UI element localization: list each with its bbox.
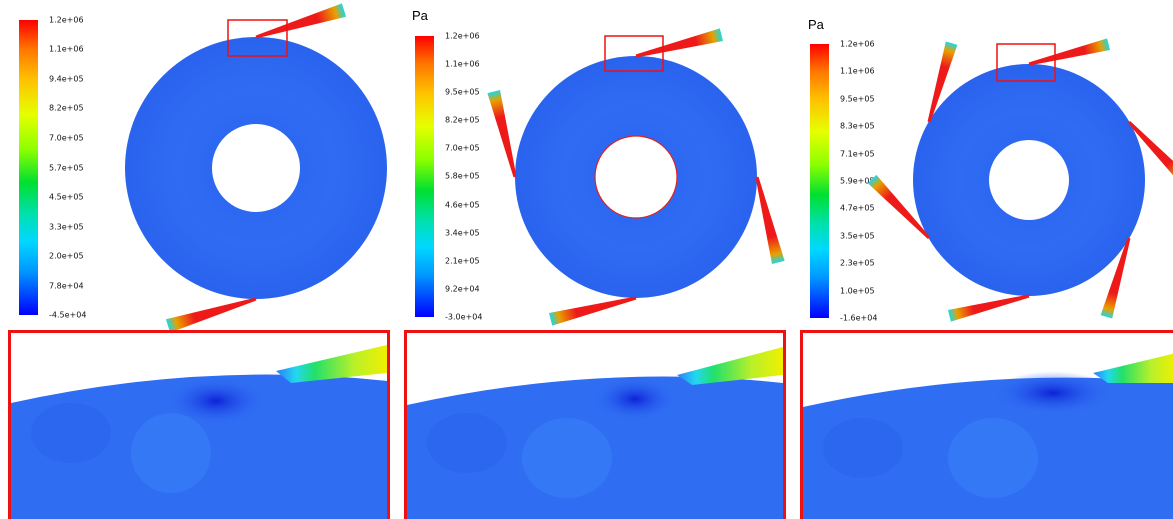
inner-hole: [989, 140, 1069, 220]
colorbar-tick: 3.5e+05: [840, 231, 875, 241]
pressure-contour-3: [867, 38, 1173, 322]
colorbar-tick: 1.1e+06: [49, 44, 84, 54]
colorbar-tick: 3.4e+05: [445, 228, 480, 238]
colorbar-tick: 8.2e+05: [445, 115, 480, 125]
zoom-contour-2: [407, 347, 783, 519]
nozzle: [255, 3, 347, 39]
nozzle: [635, 28, 723, 58]
low-pressure-zone: [166, 377, 266, 425]
panel-3: Pa 1.2e+06 1.1e+06 9.5e+05 8.3e+05 7.1e+…: [782, 0, 1173, 325]
nozzle: [165, 297, 257, 333]
nozzle-jet: [276, 345, 387, 383]
panel-2: Pa 1.2e+06 1.1e+06 9.5e+05 8.2e+05 7.0e+…: [391, 0, 785, 326]
colorbar-tick: 1.2e+06: [445, 31, 480, 41]
colorbar-tick: 3.3e+05: [49, 222, 84, 232]
nozzle: [927, 41, 958, 123]
colorbar-tick: 9.2e+04: [445, 284, 480, 294]
colorbar-tick: -1.6e+04: [840, 313, 878, 323]
highlight-box: [604, 35, 664, 72]
panel-1: 1.2e+06 1.1e+06 9.4e+05 8.2e+05 7.0e+05 …: [0, 0, 391, 333]
colorbar-tick: 2.1e+05: [445, 256, 480, 266]
colorbar-tick: -4.5e+04: [49, 310, 87, 320]
nozzle-jet: [1093, 353, 1173, 383]
zoom-inset-2: [404, 330, 786, 519]
nozzle: [1127, 120, 1173, 186]
zoom-inset-3: [800, 330, 1173, 519]
colorbar-tick: 1.1e+06: [445, 59, 480, 69]
nozzle: [1028, 38, 1111, 66]
colorbar-tick: 7.0e+05: [49, 133, 84, 143]
zoom-contour-1: [11, 345, 387, 519]
zoom-inset-1: [8, 330, 390, 519]
low-pressure-zone: [993, 371, 1113, 415]
colorbar-gradient: [19, 20, 38, 315]
zoom-contour-3: [803, 353, 1173, 519]
pressure-contour-2: [487, 28, 785, 326]
colorbar-tick: 7.1e+05: [840, 149, 875, 159]
nozzle: [755, 176, 785, 264]
colorbar-2: 1.2e+06 1.1e+06 9.5e+05 8.2e+05 7.0e+05 …: [415, 32, 495, 322]
colorbar-tick: 4.6e+05: [445, 200, 480, 210]
colorbar-tick: -3.0e+04: [445, 312, 483, 322]
nozzle: [1100, 237, 1131, 319]
colorbar-gradient: [810, 44, 829, 318]
nozzle-jet: [677, 347, 783, 385]
colorbar-1: 1.2e+06 1.1e+06 9.4e+05 8.2e+05 7.0e+05 …: [19, 16, 99, 320]
low-pressure-zone: [593, 377, 677, 421]
colorbar-tick: 1.0e+05: [840, 286, 875, 296]
highlight-box: [227, 19, 288, 57]
inner-hole: [212, 124, 300, 212]
colorbar-tick: 9.4e+05: [49, 74, 84, 84]
nozzle: [549, 296, 637, 326]
colorbar-tick: 7.8e+04: [49, 281, 84, 291]
nozzle: [487, 90, 517, 178]
colorbar-tick: 4.5e+05: [49, 192, 84, 202]
colorbar-tick: 1.2e+06: [840, 39, 875, 49]
colorbar-tick: 8.3e+05: [840, 121, 875, 131]
colorbar-gradient: [415, 36, 434, 317]
colorbar-tick: 7.0e+05: [445, 143, 480, 153]
nozzle: [947, 294, 1030, 322]
colorbar-unit: Pa: [808, 17, 824, 32]
colorbar-unit: Pa: [412, 8, 428, 23]
colorbar-tick: 9.5e+05: [840, 94, 875, 104]
highlight-box: [996, 43, 1056, 82]
nozzle: [867, 174, 931, 240]
colorbar-tick: 4.7e+05: [840, 203, 875, 213]
colorbar-tick: 1.2e+06: [49, 15, 84, 25]
colorbar-tick: 2.0e+05: [49, 251, 84, 261]
colorbar-tick: 5.9e+05: [840, 176, 875, 186]
colorbar-tick: 8.2e+05: [49, 103, 84, 113]
inner-hole: [594, 135, 678, 219]
colorbar-tick: 9.5e+05: [445, 87, 480, 97]
colorbar-tick: 5.8e+05: [445, 171, 480, 181]
colorbar-3: 1.2e+06 1.1e+06 9.5e+05 8.3e+05 7.1e+05 …: [810, 40, 890, 324]
pressure-contour-1: [125, 3, 387, 333]
colorbar-tick: 2.3e+05: [840, 258, 875, 268]
colorbar-tick: 1.1e+06: [840, 66, 875, 76]
colorbar-tick: 5.7e+05: [49, 163, 84, 173]
